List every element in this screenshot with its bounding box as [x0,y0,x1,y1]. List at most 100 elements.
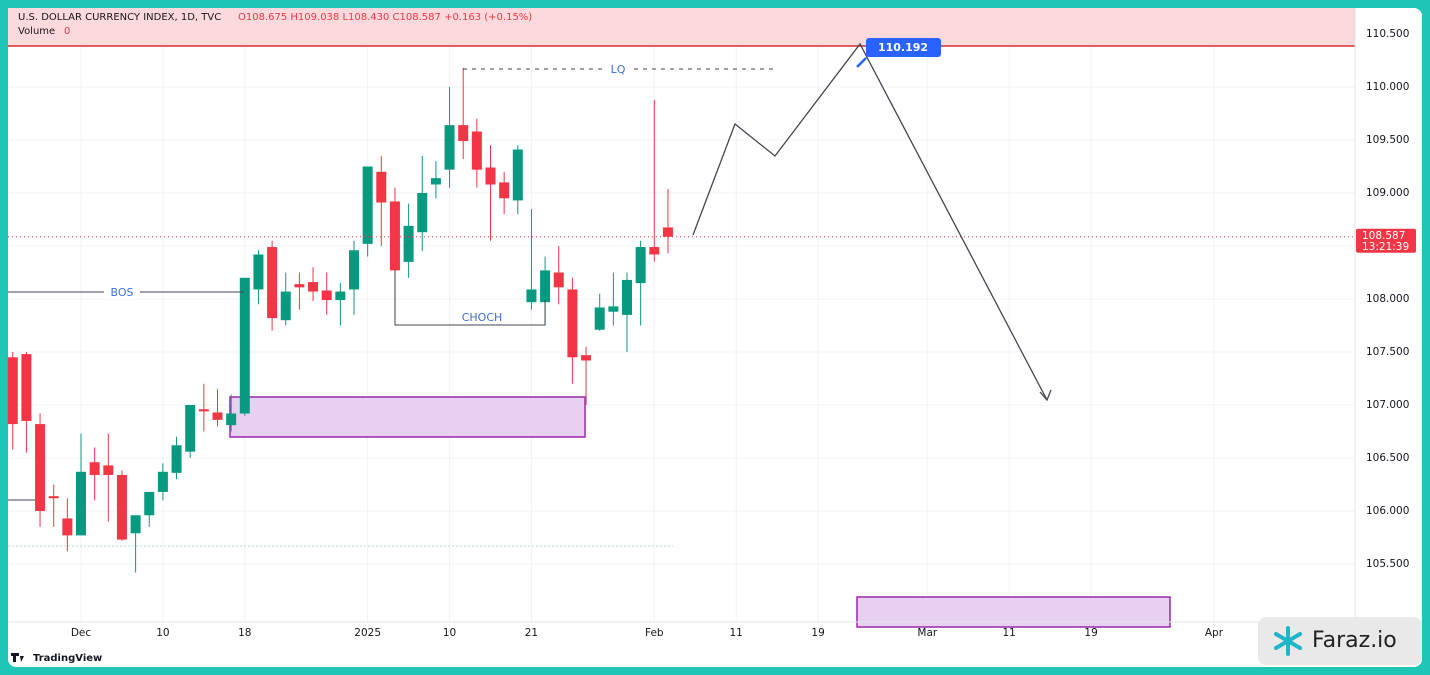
ohlc-label: O108.675 H109.038 L108.430 C108.587 +0.1… [238,12,532,23]
x-tick-label: 18 [238,627,251,639]
choch-label: CHOCH [462,311,503,324]
candle-body [458,125,469,142]
choch-line [394,270,546,326]
price-badge [1356,228,1416,253]
x-tick-label: Mar [917,627,937,639]
candle-body [212,412,223,420]
candle-body [635,247,646,284]
y-tick-label: 107.000 [1366,399,1409,411]
candle-body [430,178,441,185]
candle-body [349,250,359,290]
watermark-box [1258,617,1422,665]
candle-body [622,279,632,315]
x-tick-label: 11 [730,627,743,639]
candle-body [171,445,182,473]
candle-body [103,465,114,475]
candle-body [389,201,400,271]
candle-body [526,289,537,303]
x-tick-label: 2025 [354,627,381,639]
bos-label: BOS [111,286,134,299]
y-tick-label: 107.500 [1366,346,1409,358]
candle-body [35,424,46,512]
lq-label: LQ [611,63,626,76]
x-tick-label: 10 [443,627,456,639]
candle-body [362,166,373,244]
candle-body [417,192,428,233]
candle-body [294,284,305,288]
target-label: 110.192 [878,41,928,54]
candle-body [226,413,237,426]
tv-logo [11,653,24,662]
axes: 105.500 106.000 106.500 107.000 107.500 108.0… [71,28,1416,639]
candle-body [321,290,332,301]
chart-panel [8,8,1422,667]
y-tick-label: 106.000 [1366,505,1409,517]
candle-body [280,291,291,321]
x-tick-label: Apr [1205,627,1224,639]
y-tick-label: 109.000 [1366,187,1409,199]
platform: TradingView [33,653,102,664]
candle-body [185,405,196,452]
candle-body [144,491,155,516]
candle-body [553,272,564,288]
y-tick-label: 108.000 [1366,293,1409,305]
candle-body [48,496,59,499]
candle-body [335,291,346,301]
candle-body [567,289,578,358]
label-bg [104,285,140,299]
candle-body [471,131,482,170]
candle-body [253,254,264,290]
candle-body [198,409,209,412]
candle-body [157,471,168,492]
candle-body [21,354,32,421]
title: U.S. DOLLAR CURRENCY INDEX, 1D, TVC [18,12,221,23]
supply-zone [8,8,1355,46]
countdown: 13:21:39 [1362,241,1409,253]
target-pointer [856,57,867,68]
x-tick-label: 10 [156,627,169,639]
label-bg [606,62,630,76]
projection-path [692,42,1048,401]
candle-body [662,227,673,237]
candle-body [581,355,592,361]
candles [7,67,1355,573]
candle-body [76,471,86,536]
price-label: 108.587 [1362,230,1405,242]
candle-body [7,357,18,425]
x-tick-label: Feb [645,627,664,639]
watermark: Faraz.io [1312,628,1397,653]
demand-box [229,396,586,438]
y-tick-label: 106.500 [1366,452,1409,464]
y-tick-label: 109.500 [1366,134,1409,146]
candle-body [499,182,510,199]
volume-label: Volume [18,26,55,37]
candle-body [267,247,278,319]
y-tick-label: 105.500 [1366,558,1409,570]
candle-body [594,307,605,330]
target-badge [866,38,941,57]
x-tick-label: 19 [811,627,824,639]
x-tick-label: 21 [525,627,538,639]
volume-value: 0 [64,26,70,37]
x-tick-label: 19 [1084,627,1097,639]
candle-body [130,515,141,534]
candle-body [512,149,523,201]
candle-body [649,247,660,255]
candle-body [403,225,414,262]
candle-body [485,167,496,185]
candle-body [116,474,127,540]
candle-body [376,171,387,203]
candle-body [608,306,619,312]
candle-body [540,270,551,303]
x-tick-label: 11 [1003,627,1016,639]
candle-body [308,282,319,292]
projection-arrow [1039,389,1052,402]
watermark-icon [1274,626,1302,656]
candle-body [89,462,100,475]
candle-body [62,518,73,536]
y-tick-label: 110.500 [1366,28,1409,40]
y-tick-label: 110.000 [1366,81,1409,93]
candle-body [444,125,455,170]
